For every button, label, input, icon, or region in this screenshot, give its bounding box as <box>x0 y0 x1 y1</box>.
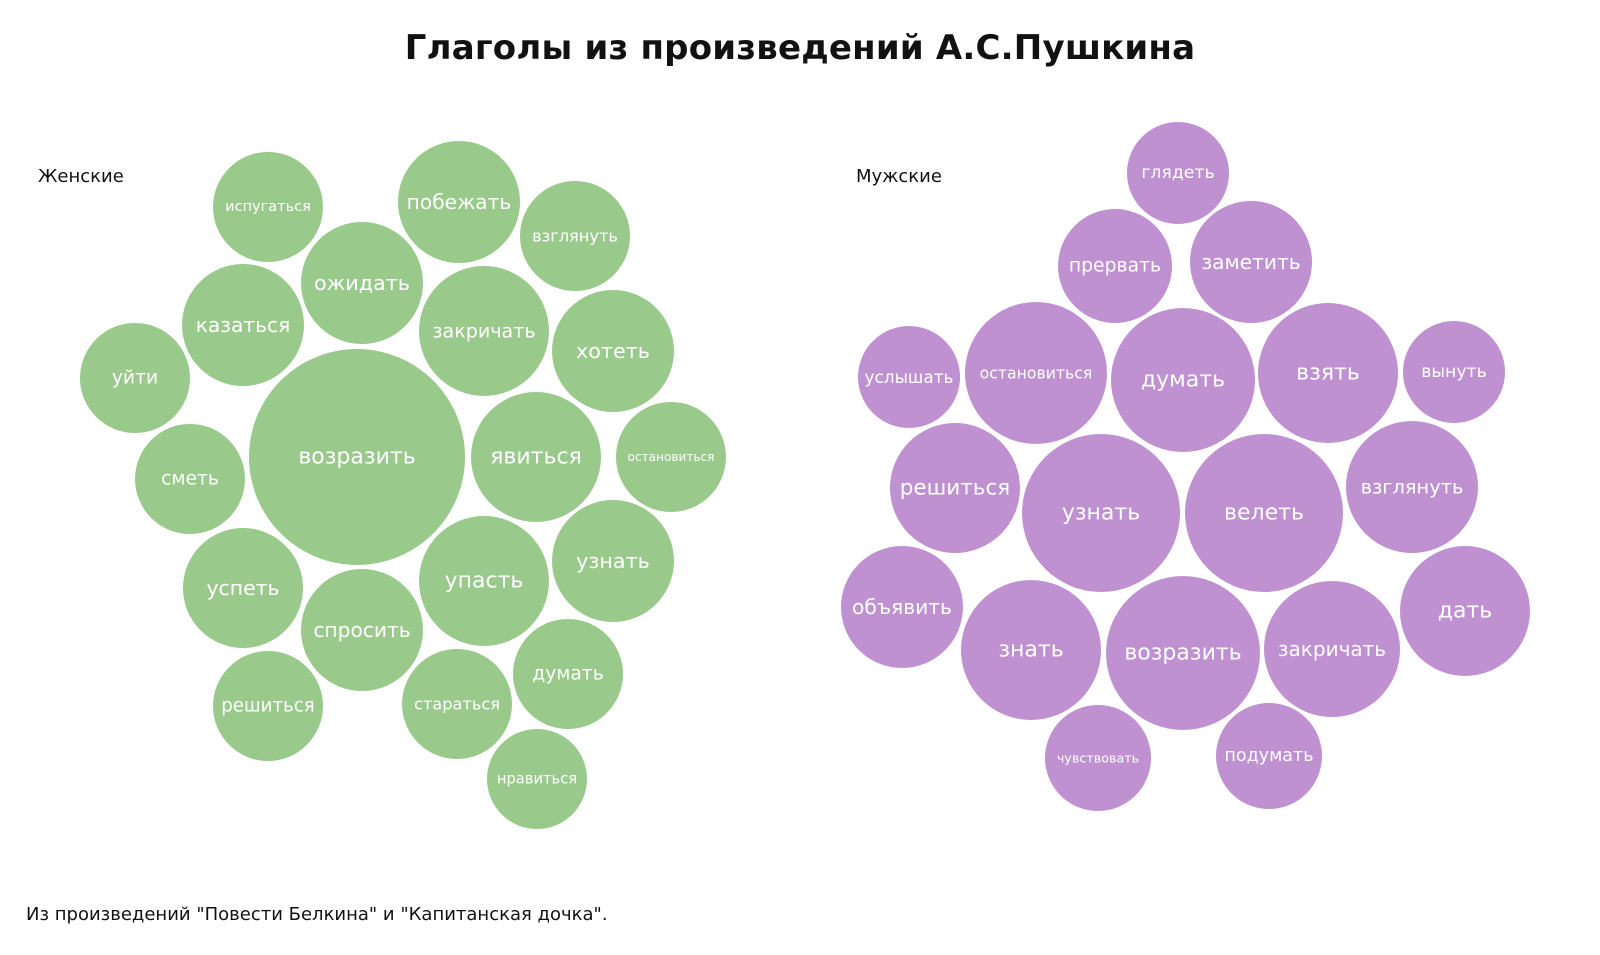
bubble-label-female-7: узнать <box>576 549 650 573</box>
bubble-female-4 <box>301 222 423 344</box>
bubble-male-5 <box>1258 303 1398 443</box>
bubble-label-female-16: решиться <box>221 696 314 717</box>
bubble-label-female-6: хотеть <box>576 339 650 363</box>
bubble-label-female-19: нравиться <box>497 771 577 788</box>
bubble-male-18 <box>1216 703 1322 809</box>
bubble-label-male-9: взглянуть <box>1361 476 1464 499</box>
bubble-label-female-13: взглянуть <box>532 227 618 246</box>
bubble-female-8 <box>182 264 304 386</box>
bubble-label-male-8: решиться <box>900 476 1010 501</box>
bubble-label-male-13: прервать <box>1069 256 1161 277</box>
bubble-female-16 <box>213 651 323 761</box>
bubble-female-17 <box>402 649 512 759</box>
bubble-label-female-14: сметь <box>161 469 219 490</box>
bubble-male-7 <box>1264 581 1400 717</box>
bubble-label-male-0: узнать <box>1062 501 1140 526</box>
bubble-female-19 <box>487 729 587 829</box>
bubble-male-12 <box>841 546 963 668</box>
bubble-label-female-15: остановиться <box>628 450 715 464</box>
bubble-male-1 <box>1185 434 1343 592</box>
bubble-male-11 <box>1190 201 1312 323</box>
bubble-label-female-10: спросить <box>313 618 410 642</box>
bubble-group-male: узнать велеть возразить думать остановиться в… <box>841 122 1530 811</box>
bubble-label-female-8: казаться <box>196 313 291 337</box>
bubble-female-10 <box>301 569 423 691</box>
bubble-label-male-4: остановиться <box>980 364 1093 383</box>
bubble-female-13 <box>520 181 630 291</box>
group-label-male: Мужские <box>856 166 942 187</box>
bubble-female-1 <box>419 266 549 396</box>
bubble-label-male-6: знать <box>998 638 1063 663</box>
bubble-label-female-17: стараться <box>414 695 500 714</box>
bubble-female-14 <box>135 424 245 534</box>
bubble-male-9 <box>1346 421 1478 553</box>
bubble-label-female-5: побежать <box>407 190 512 214</box>
bubble-label-female-2: явиться <box>490 445 582 470</box>
bubble-male-4 <box>965 302 1107 444</box>
bubble-label-female-3: упасть <box>445 569 524 594</box>
bubble-label-male-7: закричать <box>1278 637 1386 661</box>
bubble-male-3 <box>1111 308 1255 452</box>
bubble-female-6 <box>552 290 674 412</box>
bubble-female-18 <box>513 619 623 729</box>
bubble-female-7 <box>552 500 674 622</box>
bubble-label-male-14: вынуть <box>1421 362 1487 382</box>
bubble-label-female-1: закричать <box>432 320 535 343</box>
bubble-label-female-11: уйти <box>112 368 158 389</box>
bubble-male-6 <box>961 580 1101 720</box>
chart-title: Глаголы из произведений А.С.Пушкина <box>404 28 1196 68</box>
bubble-label-male-3: думать <box>1141 368 1225 393</box>
bubble-label-male-10: дать <box>1438 599 1492 624</box>
bubble-label-male-12: объявить <box>852 595 952 619</box>
bubble-female-9 <box>183 528 303 648</box>
bubble-label-male-16: глядеть <box>1141 163 1214 183</box>
bubble-female-3 <box>419 516 549 646</box>
bubble-male-13 <box>1058 209 1172 323</box>
bubble-label-male-18: подумать <box>1224 746 1313 766</box>
bubble-male-17 <box>1045 705 1151 811</box>
bubble-label-female-18: думать <box>532 664 603 685</box>
bubble-label-female-4: ожидать <box>314 271 410 295</box>
bubble-label-female-12: испугаться <box>225 199 311 215</box>
bubble-label-male-1: велеть <box>1224 501 1304 526</box>
bubble-male-15 <box>858 326 960 428</box>
bubble-label-male-11: заметить <box>1201 250 1300 274</box>
bubble-label-male-2: возразить <box>1124 641 1241 666</box>
bubble-label-male-15: услышать <box>864 367 953 387</box>
bubble-male-0 <box>1022 434 1180 592</box>
bubble-label-female-9: успеть <box>206 576 279 600</box>
source-note: Из произведений "Повести Белкина" и "Кап… <box>26 904 608 925</box>
bubble-label-female-0: возразить <box>298 445 415 470</box>
group-label-female: Женские <box>38 166 124 187</box>
bubble-male-2 <box>1106 576 1260 730</box>
bubble-male-8 <box>890 423 1020 553</box>
bubble-female-12 <box>213 152 323 262</box>
bubble-female-2 <box>471 392 601 522</box>
bubble-female-5 <box>398 141 520 263</box>
bubble-female-0 <box>249 349 465 565</box>
bubble-male-14 <box>1403 321 1505 423</box>
bubble-group-female: возразить закричать явиться упасть ожидать по… <box>80 141 726 829</box>
bubble-label-male-5: взять <box>1296 361 1360 386</box>
bubble-label-male-17: чувствовать <box>1057 751 1139 766</box>
bubble-female-15 <box>616 402 726 512</box>
bubble-male-16 <box>1127 122 1229 224</box>
bubble-male-10 <box>1400 546 1530 676</box>
bubble-female-11 <box>80 323 190 433</box>
